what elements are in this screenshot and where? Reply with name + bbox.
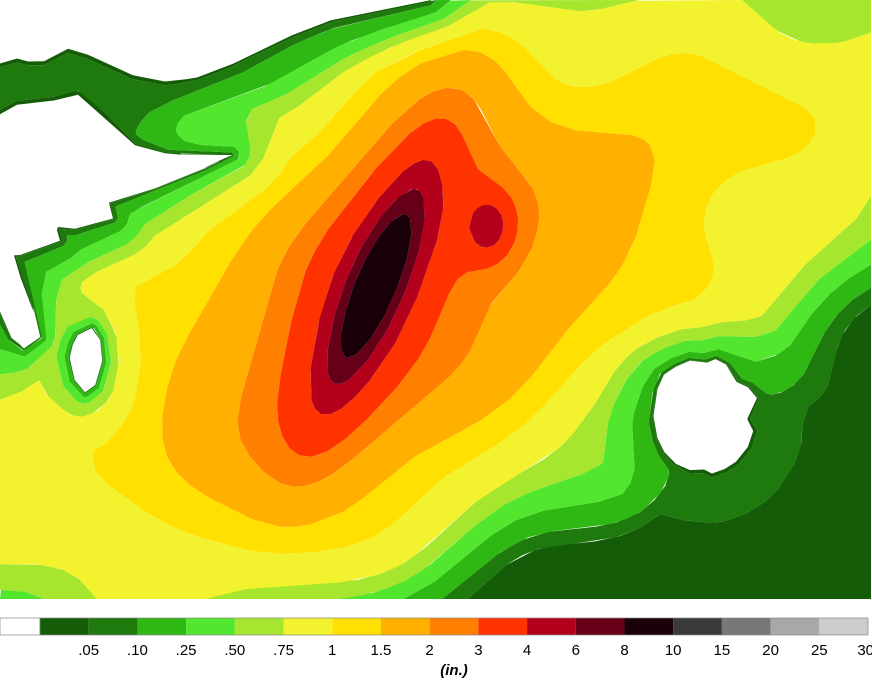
svg-text:.10: .10 xyxy=(127,642,148,659)
svg-text:2: 2 xyxy=(425,642,433,659)
svg-text:.75: .75 xyxy=(273,642,294,659)
svg-text:20: 20 xyxy=(762,642,779,659)
svg-text:1: 1 xyxy=(328,642,336,659)
svg-text:.25: .25 xyxy=(176,642,197,659)
svg-text:15: 15 xyxy=(714,642,731,659)
svg-text:.05: .05 xyxy=(78,642,99,659)
svg-text:1.5: 1.5 xyxy=(370,642,391,659)
svg-text:6: 6 xyxy=(572,642,580,659)
svg-text:25: 25 xyxy=(811,642,828,659)
svg-text:8: 8 xyxy=(620,642,628,659)
svg-text:(in.): (in.) xyxy=(440,662,468,679)
svg-text:.50: .50 xyxy=(224,642,245,659)
svg-text:4: 4 xyxy=(523,642,531,659)
svg-text:30: 30 xyxy=(857,642,872,659)
svg-text:3: 3 xyxy=(474,642,482,659)
svg-text:10: 10 xyxy=(665,642,682,659)
